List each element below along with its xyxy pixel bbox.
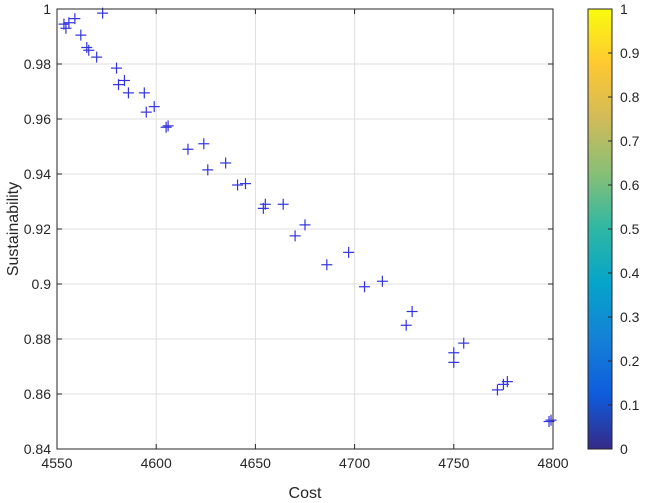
y-tick-label: 0.98 xyxy=(24,56,51,72)
data-point xyxy=(122,87,134,99)
data-point xyxy=(118,75,130,86)
y-tick-label: 0.92 xyxy=(24,221,51,237)
data-point xyxy=(69,13,81,25)
colorbar-tick-label: 0.4 xyxy=(620,265,640,281)
data-point xyxy=(140,106,152,118)
colorbar-tick-label: 0.3 xyxy=(620,309,640,325)
data-point xyxy=(232,179,244,191)
data-point xyxy=(198,138,210,150)
x-axis-label: Cost xyxy=(289,485,322,502)
data-point xyxy=(138,87,150,99)
colorbar: 0 0.1 0.2 0.3 0.4 0.5 0.6 0.7 0.8 0.9 1 xyxy=(587,1,640,457)
data-point xyxy=(148,101,160,113)
colorbar-tick-label: 0.6 xyxy=(620,177,640,193)
data-point xyxy=(60,22,72,34)
x-tick-label: 4550 xyxy=(41,455,72,471)
data-points xyxy=(58,7,557,427)
x-axis-ticks: 4550 4600 4650 4700 4750 4800 xyxy=(41,9,569,471)
colorbar-ticks: 0 0.1 0.2 0.3 0.4 0.5 0.6 0.7 0.8 0.9 1 xyxy=(608,1,640,457)
data-point xyxy=(321,259,333,271)
colorbar-tick-label: 1 xyxy=(620,1,628,17)
y-tick-label: 0.94 xyxy=(24,166,51,182)
data-point xyxy=(220,157,232,169)
data-point xyxy=(491,384,503,396)
x-tick-label: 4600 xyxy=(141,455,172,471)
colorbar-tick-label: 0.2 xyxy=(620,353,640,369)
data-point xyxy=(545,414,557,426)
data-point xyxy=(448,347,460,359)
colorbar-tick-label: 0 xyxy=(620,441,628,457)
y-axis-label: Sustainability xyxy=(5,182,22,276)
x-tick-label: 4800 xyxy=(537,455,568,471)
data-point xyxy=(299,219,311,231)
data-point xyxy=(359,281,371,293)
data-point xyxy=(458,337,470,349)
x-tick-label: 4750 xyxy=(438,455,469,471)
data-point xyxy=(239,178,251,190)
colorbar-tick-label: 0.5 xyxy=(620,221,640,237)
data-point xyxy=(448,356,460,368)
data-point xyxy=(343,246,355,258)
data-point xyxy=(289,230,301,242)
y-axis-ticks: 0.84 0.86 0.88 0.9 0.92 0.94 0.96 0.98 1 xyxy=(24,1,553,457)
y-tick-label: 0.86 xyxy=(24,386,51,402)
colorbar-tick-label: 0.8 xyxy=(620,89,640,105)
y-tick-label: 0.9 xyxy=(32,276,52,292)
colorbar-tick-label: 0.1 xyxy=(620,397,640,413)
data-point xyxy=(83,44,95,56)
y-tick-label: 0.84 xyxy=(24,441,51,457)
data-point xyxy=(400,319,412,331)
data-point xyxy=(277,198,289,210)
data-point xyxy=(202,164,214,176)
x-tick-label: 4700 xyxy=(339,455,370,471)
data-point xyxy=(376,275,388,287)
y-tick-label: 0.88 xyxy=(24,331,51,347)
data-point xyxy=(501,376,513,388)
data-point xyxy=(113,79,125,91)
data-point xyxy=(162,120,174,132)
y-tick-label: 1 xyxy=(43,1,51,17)
data-point xyxy=(160,121,172,133)
y-tick-label: 0.96 xyxy=(24,111,51,127)
x-tick-label: 4650 xyxy=(240,455,271,471)
data-point xyxy=(91,51,103,63)
data-point xyxy=(406,306,418,317)
data-point xyxy=(259,198,271,210)
data-point xyxy=(75,29,87,41)
plot-area: 4550 4600 4650 4700 4750 4800 0.84 0.86 0.88 0.9… xyxy=(24,1,569,471)
data-point xyxy=(81,42,93,53)
data-point xyxy=(111,62,123,74)
colorbar-tick-label: 0.7 xyxy=(620,133,640,149)
data-point xyxy=(182,143,194,155)
data-point xyxy=(63,17,75,29)
colorbar-tick-label: 0.9 xyxy=(620,45,640,61)
